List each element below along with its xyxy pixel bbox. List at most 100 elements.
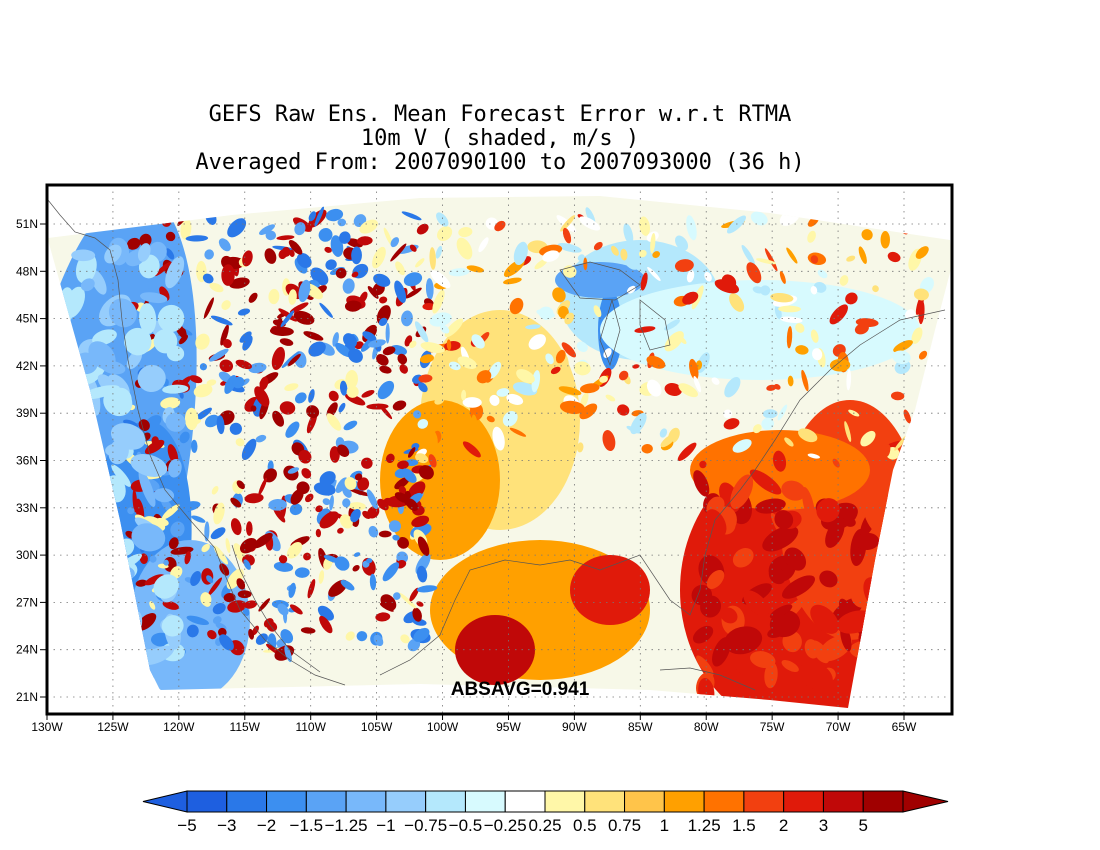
colorbar-label: 5: [858, 816, 867, 835]
field-patch: [287, 467, 299, 474]
field-patch: [204, 249, 214, 260]
field-patch: [80, 561, 113, 581]
colorbar-bin: [544, 790, 586, 813]
field-patch: [251, 625, 259, 636]
field-patch: [212, 603, 226, 615]
field-patch: [162, 600, 179, 610]
field-patch: [367, 286, 379, 299]
field-patch: [141, 645, 174, 666]
colorbar-label: −0.75: [404, 816, 447, 835]
field-patch: [165, 256, 185, 289]
lon-tick-label: 110W: [295, 720, 326, 734]
field-patch: [87, 585, 107, 605]
field-patch: [576, 341, 588, 352]
field-patch: [153, 488, 175, 503]
field-patch: [502, 410, 518, 427]
field-patch: [344, 476, 357, 491]
field-patch: [284, 645, 292, 663]
field-patch: [746, 262, 762, 284]
field-patch: [361, 389, 375, 398]
field-patch: [461, 389, 467, 401]
field-patch: [811, 348, 823, 361]
field-patch: [774, 510, 794, 530]
field-patch: [432, 289, 445, 314]
field-patch: [536, 309, 556, 318]
field-patch: [396, 551, 409, 564]
field-patch: [810, 604, 839, 634]
field-patch: [414, 321, 429, 343]
field-patch: [144, 439, 165, 455]
field-patch: [241, 438, 257, 460]
field-patch: [926, 379, 942, 386]
field-patch: [781, 480, 806, 501]
field-patch: [131, 523, 166, 552]
field-patch: [795, 323, 805, 333]
field-patch: [418, 465, 434, 480]
field-patch: [913, 288, 929, 301]
field-patch: [686, 215, 697, 241]
field-patch: [610, 245, 619, 256]
field-patch: [489, 394, 500, 406]
field-patch: [255, 434, 267, 443]
field-patch: [455, 615, 535, 685]
field-patch: [258, 598, 271, 612]
field-patch: [429, 247, 436, 270]
field-patch: [854, 323, 869, 335]
field-patch: [693, 470, 710, 497]
field-patch: [180, 218, 192, 240]
field-patch: [139, 303, 157, 335]
field-patch: [301, 468, 312, 479]
field-patch: [325, 208, 344, 222]
field-patch: [492, 426, 505, 451]
field-patch: [144, 574, 165, 586]
lon-tick-label: 130W: [31, 720, 63, 734]
field-patch: [528, 334, 546, 350]
field-patch: [664, 383, 683, 396]
field-patch: [435, 245, 443, 259]
field-patch: [328, 390, 339, 402]
field-patch: [57, 341, 77, 366]
field-patch: [318, 570, 325, 584]
field-patch: [242, 607, 250, 616]
field-patch: [221, 300, 231, 310]
field-patch: [405, 498, 419, 511]
field-patch: [770, 292, 794, 303]
field-patch: [218, 238, 231, 252]
field-patch: [279, 401, 296, 415]
field-patch: [108, 298, 137, 328]
field-patch: [352, 565, 360, 572]
field-patch: [235, 438, 245, 447]
coastlines: [47, 199, 946, 691]
field-patch: [723, 418, 740, 430]
field-patch: [810, 329, 819, 343]
field-patch: [99, 515, 118, 534]
field-patch: [807, 230, 816, 243]
field-patch: [356, 631, 368, 642]
field-patch: [303, 552, 312, 561]
field-patch: [319, 302, 333, 318]
field-patch: [392, 400, 407, 411]
field-patch: [279, 338, 294, 346]
colorbar-bin: [464, 790, 506, 813]
field-patch: [237, 590, 252, 599]
field-patch: [280, 310, 295, 328]
field-patch: [159, 286, 170, 301]
field-patch: [623, 223, 634, 245]
field-patch: [440, 325, 450, 334]
colorbar-bin: [305, 790, 347, 813]
field-patch: [798, 661, 833, 691]
field-patch: [377, 380, 395, 400]
field-patch: [564, 312, 575, 325]
field-patch: [168, 537, 179, 550]
field-patch: [284, 383, 299, 392]
field-patch: [762, 525, 799, 552]
field-patch: [130, 454, 168, 477]
lon-tick-label: 120W: [163, 720, 195, 734]
field-patch: [153, 329, 178, 354]
field-patch: [351, 271, 359, 278]
field-patch: [545, 353, 554, 365]
field-patch: [289, 503, 303, 516]
field-patch: [456, 237, 473, 260]
field-patch: [810, 285, 818, 295]
field-patch: [62, 577, 84, 617]
